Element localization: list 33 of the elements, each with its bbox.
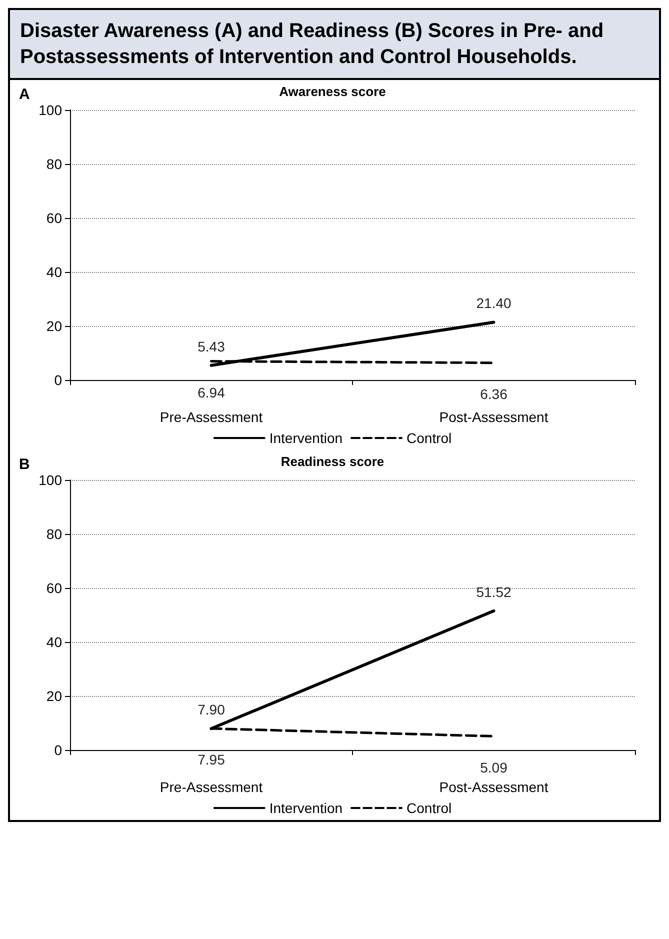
- y-tick-label: 0: [54, 742, 62, 758]
- data-label: 5.43: [198, 338, 226, 354]
- data-label: 21.40: [476, 295, 512, 312]
- x-tick-label: Post-Assessment: [439, 779, 548, 795]
- x-tick-label: Pre-Assessment: [160, 409, 263, 425]
- chart-title: Readiness score: [280, 454, 384, 469]
- legend-label: Intervention: [269, 800, 343, 816]
- legend-label: Intervention: [269, 430, 343, 446]
- y-tick-label: 100: [38, 472, 62, 488]
- y-tick-label: 40: [46, 634, 62, 650]
- data-label: 5.09: [480, 759, 508, 776]
- x-tick-label: Pre-Assessment: [160, 779, 263, 795]
- data-label: 6.36: [480, 386, 508, 402]
- x-tick-label: Post-Assessment: [439, 409, 548, 425]
- y-tick-label: 40: [46, 264, 62, 280]
- y-tick-label: 60: [46, 210, 62, 226]
- y-tick-label: 20: [46, 688, 62, 704]
- y-tick-label: 80: [46, 526, 62, 542]
- data-label: 7.90: [198, 702, 226, 718]
- data-label: 6.94: [198, 384, 226, 400]
- y-tick-label: 20: [46, 318, 62, 334]
- y-tick-label: 60: [46, 580, 62, 596]
- legend-label: Control: [406, 430, 452, 446]
- chart-title: Disaster Awareness (A) and Readiness (B) Scores in Pre- and Postassessments of Intervention and Control Households.: [10, 10, 659, 80]
- y-tick-label: 100: [38, 102, 62, 118]
- y-tick-label: 80: [46, 156, 62, 172]
- data-label: 51.52: [476, 584, 512, 600]
- legend-label: Control: [406, 800, 452, 816]
- data-label: 7.95: [198, 752, 226, 768]
- text: B: [19, 456, 30, 473]
- text: A: [19, 86, 30, 103]
- chart-subtitle: Awareness score: [279, 84, 386, 99]
- y-tick-label: 0: [54, 372, 62, 388]
